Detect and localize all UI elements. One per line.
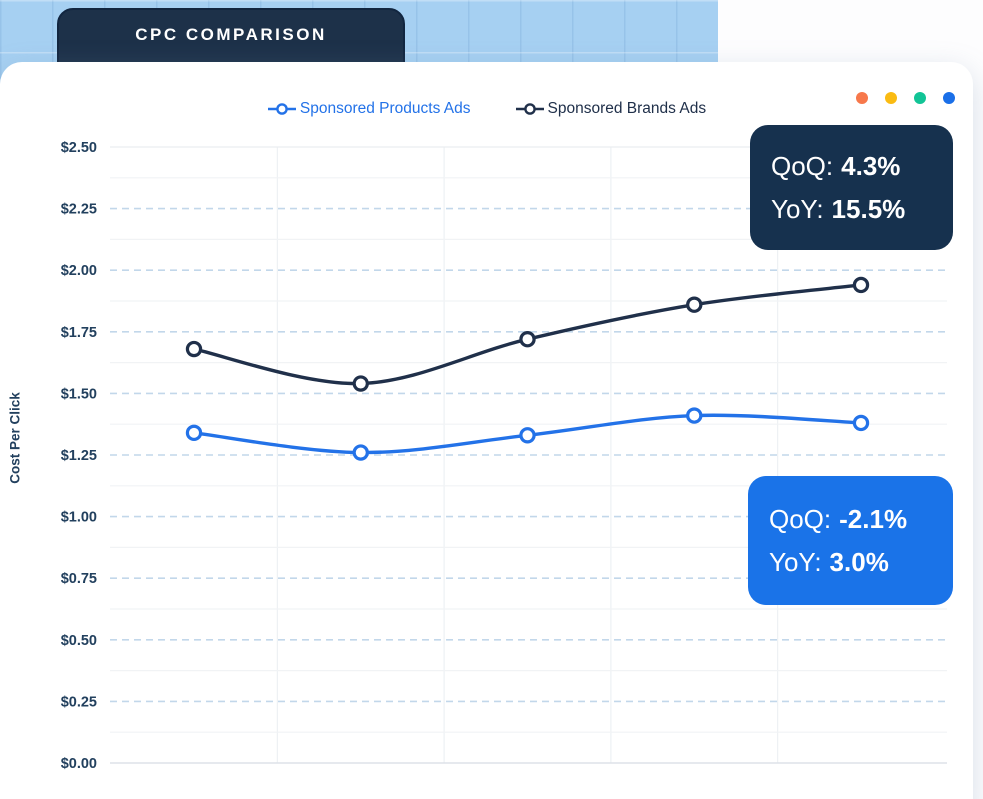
y-tick-label: $1.25 xyxy=(61,448,97,464)
legend-item-sponsored-products[interactable]: Sponsored Products Ads xyxy=(267,100,471,118)
y-tick-label: $1.75 xyxy=(61,325,97,341)
data-point-brands[interactable] xyxy=(185,340,203,358)
badge-line-qoq: QoQ: 4.3% xyxy=(771,146,953,186)
data-point-brands[interactable] xyxy=(852,276,870,294)
accent-dot-blue xyxy=(943,92,955,104)
products-change-badge: QoQ: -2.1% YoY: 3.0% xyxy=(748,476,953,605)
legend-label: Sponsored Brands Ads xyxy=(547,100,707,117)
chart-card: Sponsored Products Ads Sponsored Brands … xyxy=(0,62,973,799)
data-point-products[interactable] xyxy=(185,424,203,442)
legend-marker-icon xyxy=(515,103,544,115)
y-tick-label: $1.50 xyxy=(61,386,97,402)
badge-line-yoy: YoY: 3.0% xyxy=(769,542,953,582)
legend-marker-icon xyxy=(267,103,296,115)
legend-label: Sponsored Products Ads xyxy=(299,100,471,117)
qoq-label: QoQ: xyxy=(771,151,834,181)
y-tick-label: $0.00 xyxy=(61,756,97,772)
y-tick-label: $0.50 xyxy=(61,633,97,649)
y-tick-label: $1.00 xyxy=(61,510,97,526)
legend-item-sponsored-brands[interactable]: Sponsored Brands Ads xyxy=(515,100,707,118)
accent-dot-green xyxy=(914,92,926,104)
accent-dot-yellow xyxy=(885,92,897,104)
yoy-value: 15.5% xyxy=(831,194,906,224)
yoy-label: YoY: xyxy=(771,194,824,224)
data-point-products[interactable] xyxy=(686,407,703,424)
y-tick-label: $2.25 xyxy=(61,202,97,218)
yoy-label: YoY: xyxy=(769,547,822,577)
data-point-products[interactable] xyxy=(852,414,870,432)
accent-dots xyxy=(856,92,955,104)
y-tick-label: $2.50 xyxy=(61,140,97,156)
data-point-products[interactable] xyxy=(352,444,369,461)
yoy-value: 3.0% xyxy=(829,547,889,577)
y-tick-label: $0.25 xyxy=(61,694,97,710)
qoq-label: QoQ: xyxy=(769,504,832,534)
brands-change-badge: QoQ: 4.3% YoY: 15.5% xyxy=(750,125,953,250)
badge-line-yoy: YoY: 15.5% xyxy=(771,189,953,229)
qoq-value: 4.3% xyxy=(841,151,901,181)
data-point-brands[interactable] xyxy=(519,330,536,348)
y-tick-label: $2.00 xyxy=(61,263,97,279)
data-point-brands[interactable] xyxy=(352,375,369,392)
qoq-value: -2.1% xyxy=(839,504,908,534)
y-tick-label: $0.75 xyxy=(61,571,97,587)
badge-line-qoq: QoQ: -2.1% xyxy=(769,499,953,539)
data-point-products[interactable] xyxy=(519,427,536,444)
data-point-brands[interactable] xyxy=(686,296,703,313)
accent-dot-orange xyxy=(856,92,868,104)
tab-label: CPC COMPARISON xyxy=(135,25,327,44)
chart-legend: Sponsored Products Ads Sponsored Brands … xyxy=(0,100,973,118)
